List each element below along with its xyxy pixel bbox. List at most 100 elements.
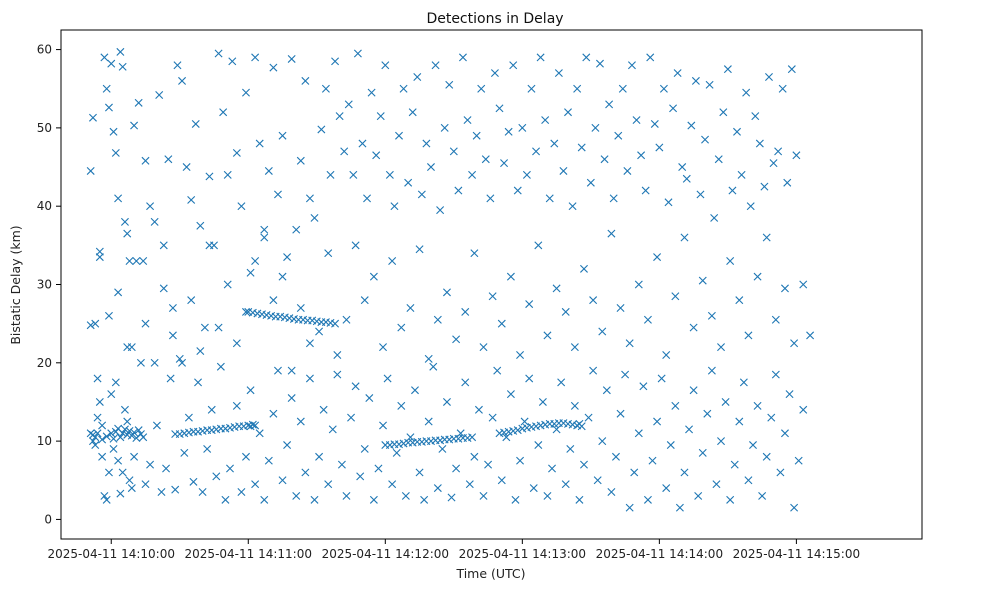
x-tick-label-4: 2025-04-11 14:14:00 — [596, 547, 723, 561]
data-point-405 — [771, 315, 780, 324]
data-point-469 — [331, 319, 340, 328]
data-point-205 — [232, 401, 241, 410]
data-point-97 — [486, 194, 495, 203]
data-point-368 — [433, 315, 442, 324]
data-point-130 — [637, 151, 646, 160]
data-point-243 — [406, 433, 415, 442]
data-point-226 — [328, 425, 337, 434]
data-point-406 — [780, 284, 789, 293]
data-point-291 — [625, 503, 634, 512]
data-point-79 — [404, 178, 413, 187]
y-tick-label-5: 50 — [37, 121, 52, 135]
data-point-229 — [342, 491, 351, 500]
data-point-52 — [278, 131, 287, 140]
data-point-339 — [168, 331, 177, 340]
data-point-396 — [689, 323, 698, 332]
data-point-342 — [196, 347, 205, 356]
data-point-378 — [525, 300, 534, 309]
data-point-324 — [776, 468, 785, 477]
data-point-336 — [141, 319, 150, 328]
data-point-154 — [746, 202, 755, 211]
data-point-215 — [278, 476, 287, 485]
data-point-448 — [248, 420, 257, 429]
data-point-30 — [178, 76, 187, 85]
data-point-61 — [321, 84, 330, 93]
data-point-92 — [463, 116, 472, 125]
data-point-203 — [221, 495, 230, 504]
data-point-306 — [694, 491, 703, 500]
data-point-370 — [452, 335, 461, 344]
data-point-110 — [545, 194, 554, 203]
data-point-122 — [600, 155, 609, 164]
data-point-123 — [605, 100, 614, 109]
data-point-11 — [111, 148, 120, 157]
data-point-200 — [207, 405, 216, 414]
data-point-278 — [566, 444, 575, 453]
data-point-421 — [120, 425, 129, 434]
data-point-238 — [383, 374, 392, 383]
data-point-140 — [682, 174, 691, 183]
data-point-172 — [102, 495, 111, 504]
data-point-393 — [662, 350, 671, 359]
data-point-289 — [616, 409, 625, 418]
data-point-408 — [799, 280, 808, 289]
data-point-75 — [385, 170, 394, 179]
data-point-70 — [363, 194, 372, 203]
data-point-32 — [187, 195, 196, 204]
data-point-361 — [369, 272, 378, 281]
data-point-362 — [379, 343, 388, 352]
data-point-13 — [116, 47, 125, 56]
data-point-392 — [653, 253, 662, 262]
data-point-285 — [598, 437, 607, 446]
data-point-412 — [93, 429, 102, 438]
data-point-62 — [326, 170, 335, 179]
data-point-26 — [159, 241, 168, 250]
data-point-240 — [392, 448, 401, 457]
data-point-34 — [196, 221, 205, 230]
y-tick-label-3: 30 — [37, 278, 52, 292]
data-point-55 — [292, 225, 301, 234]
data-point-274 — [548, 464, 557, 473]
data-point-199 — [203, 444, 212, 453]
data-point-322 — [767, 413, 776, 422]
data-point-341 — [187, 296, 196, 305]
data-point-128 — [627, 61, 636, 70]
data-point-175 — [109, 444, 118, 453]
data-point-1 — [88, 113, 97, 122]
data-point-5 — [98, 421, 107, 430]
data-point-162 — [783, 178, 792, 187]
data-point-113 — [559, 166, 568, 175]
data-point-209 — [251, 480, 260, 489]
data-point-369 — [442, 288, 451, 297]
data-point-10 — [109, 127, 118, 136]
data-point-335 — [132, 257, 141, 265]
data-point-28 — [168, 304, 177, 312]
data-point-375 — [497, 319, 506, 328]
data-point-42 — [232, 148, 241, 157]
data-point-120 — [591, 123, 600, 132]
data-point-204 — [226, 464, 234, 473]
data-point-340 — [178, 358, 187, 367]
data-point-292 — [630, 468, 639, 477]
data-point-12 — [114, 194, 123, 203]
data-point-141 — [687, 121, 696, 130]
y-tick-label-6: 60 — [37, 43, 52, 57]
data-point-84 — [426, 163, 435, 172]
data-point-66 — [344, 100, 353, 109]
data-point-133 — [650, 119, 659, 128]
data-point-89 — [449, 147, 458, 156]
data-point-45 — [246, 268, 255, 277]
data-point-395 — [680, 233, 689, 242]
data-point-219 — [296, 417, 305, 426]
data-point-386 — [598, 327, 607, 336]
data-point-374 — [488, 292, 497, 301]
data-point-287 — [607, 488, 616, 497]
data-point-38 — [214, 49, 223, 58]
data-point-366 — [415, 245, 424, 254]
y-tick-label-4: 40 — [37, 199, 52, 213]
data-point-160 — [774, 147, 783, 156]
data-point-311 — [717, 437, 726, 446]
data-point-367 — [424, 354, 433, 363]
data-point-403 — [753, 272, 762, 281]
